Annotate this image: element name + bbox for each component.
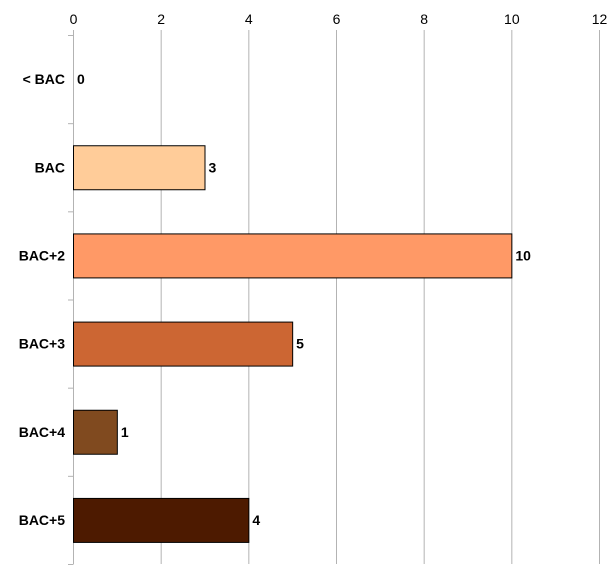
value-label: 0 xyxy=(77,71,85,87)
category-labels: < BAC BAC BAC+2 BAC+3 BAC+4 BAC+5 xyxy=(19,71,66,528)
bar-bac-plus-3 xyxy=(73,321,294,367)
x-tick-label: 0 xyxy=(70,11,78,27)
bars xyxy=(73,145,513,543)
axes xyxy=(68,30,74,565)
category-label: BAC xyxy=(35,159,65,175)
x-tick-label: 6 xyxy=(333,11,341,27)
x-tick-label: 4 xyxy=(245,11,253,27)
category-label: BAC+2 xyxy=(19,247,66,263)
bar-bac-plus-5 xyxy=(73,497,250,543)
value-label: 1 xyxy=(121,424,129,440)
category-label: BAC+4 xyxy=(19,424,66,440)
bar-bac xyxy=(73,145,206,191)
value-labels: 0 3 10 5 1 4 xyxy=(77,71,531,528)
category-label: < BAC xyxy=(23,71,65,87)
value-label: 4 xyxy=(252,512,260,528)
bar-bac-plus-4 xyxy=(73,409,118,455)
x-tick-label: 10 xyxy=(504,11,520,27)
x-tick-label: 12 xyxy=(592,11,608,27)
grid-lines xyxy=(160,30,600,564)
value-label: 10 xyxy=(515,247,531,263)
value-label: 3 xyxy=(209,159,217,175)
x-tick-labels: 0 2 4 6 8 10 12 xyxy=(70,11,608,27)
category-label: BAC+5 xyxy=(19,512,66,528)
category-label: BAC+3 xyxy=(19,336,66,352)
x-tick-label: 2 xyxy=(157,11,165,27)
value-label: 5 xyxy=(296,336,304,352)
x-tick-label: 8 xyxy=(420,11,428,27)
bar-bac-plus-2 xyxy=(73,233,513,279)
